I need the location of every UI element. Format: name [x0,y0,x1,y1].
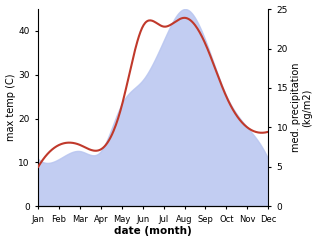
Y-axis label: med. precipitation
(kg/m2): med. precipitation (kg/m2) [291,63,313,152]
Y-axis label: max temp (C): max temp (C) [5,74,16,141]
X-axis label: date (month): date (month) [114,227,192,236]
